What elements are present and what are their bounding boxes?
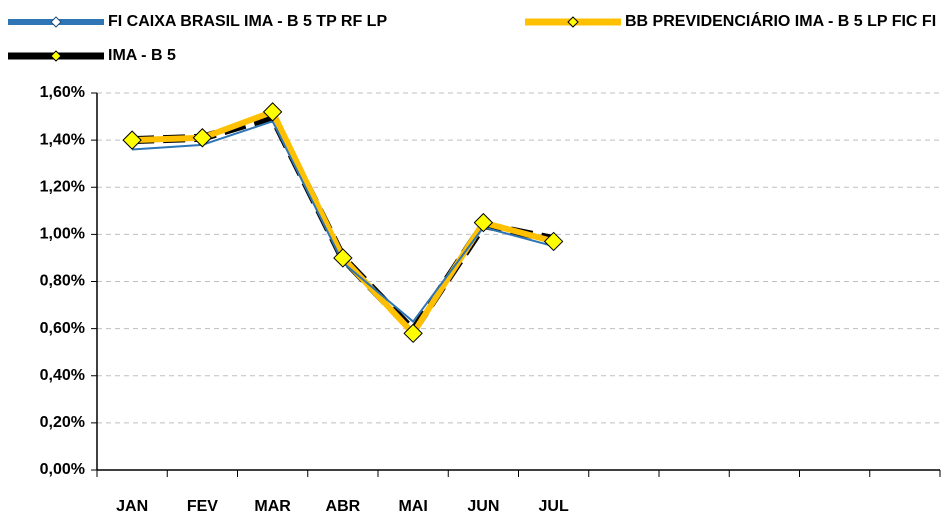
y-tick-label: 1,60% [40,84,85,101]
point-marker [262,102,283,122]
point-marker [543,231,564,252]
x-tick-label: FEV [187,498,218,515]
point-marker [333,248,353,268]
x-tick-label: JUN [467,498,499,515]
point-marker [122,130,142,150]
y-tick-label: 1,00% [40,226,85,243]
legend-marker [567,16,579,28]
y-tick-label: 0,20% [40,414,85,431]
x-tick-label: MAR [254,498,291,515]
x-tick-label: MAI [398,498,427,515]
y-tick-label: 0,40% [40,367,85,384]
legend-label: IMA - B 5 [108,47,176,64]
point-marker [473,212,494,233]
legend-marker [50,50,62,62]
y-tick-label: 1,40% [40,131,85,148]
x-tick-label: JUL [539,498,569,515]
y-tick-label: 0,00% [40,461,85,478]
legend-label: FI CAIXA BRASIL IMA - B 5 TP RF LP [108,13,387,30]
legend-marker [50,16,62,28]
x-tick-label: ABR [326,498,361,515]
y-tick-label: 0,60% [40,320,85,337]
point-marker [192,128,213,148]
y-tick-label: 1,20% [40,178,85,195]
y-tick-label: 0,80% [40,273,85,290]
legend-label: BB PREVIDENCIÁRIO IMA - B 5 LP FIC FI [625,11,936,30]
x-tick-label: JAN [116,498,148,515]
point-marker [403,323,423,344]
